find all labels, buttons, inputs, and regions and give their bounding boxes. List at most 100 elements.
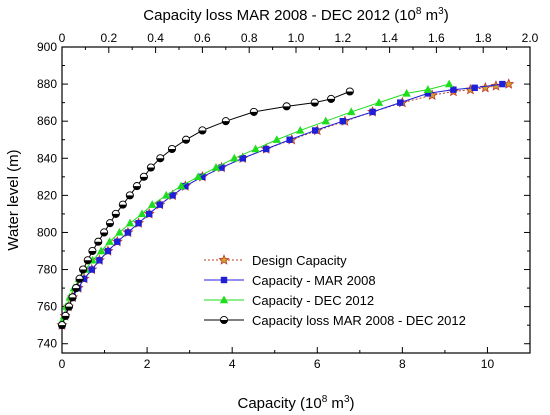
top-tick-label: 0.8	[241, 31, 258, 45]
legend-item: Capacity - MAR 2008	[204, 273, 376, 288]
data-point	[397, 99, 404, 106]
data-point	[282, 102, 291, 111]
marker-fill	[220, 320, 228, 324]
marker-fill	[112, 213, 120, 218]
data-point	[167, 144, 177, 154]
marker-fill	[68, 297, 77, 301]
marker-fill	[346, 91, 354, 96]
data-point	[499, 80, 506, 88]
data-point	[162, 190, 171, 199]
y-tick-label: 760	[37, 300, 57, 314]
marker-fill	[311, 102, 319, 107]
data-point	[156, 201, 164, 208]
legend-label: Capacity - MAR 2008	[252, 273, 376, 288]
data-point	[105, 237, 114, 245]
data-point	[176, 181, 186, 190]
data-point	[450, 86, 457, 93]
data-point	[199, 173, 206, 181]
data-point	[147, 200, 157, 208]
data-point	[105, 219, 115, 228]
legend-marker	[219, 315, 229, 325]
series-line	[61, 83, 450, 322]
data-point	[444, 79, 454, 88]
marker-fill	[100, 232, 108, 237]
marker-fill	[88, 251, 97, 255]
marker-fill	[58, 325, 66, 329]
data-point	[369, 108, 376, 116]
data-point	[479, 81, 491, 93]
bottom-axis-title: Capacity (108 m3)	[237, 394, 354, 412]
data-point	[79, 265, 88, 274]
data-point	[249, 107, 258, 116]
legend-item: Capacity - DEC 2012	[204, 293, 374, 308]
legend-item: Design Capacity	[204, 253, 347, 268]
y-tick-label: 740	[37, 337, 57, 351]
legend: Design Capacity Capacity - MAR 2008 Capaci…	[204, 253, 466, 328]
data-point	[115, 227, 124, 236]
y-tick-label: 820	[37, 188, 57, 202]
data-point	[339, 117, 346, 125]
data-point	[71, 284, 81, 293]
data-point	[139, 172, 148, 181]
data-point	[146, 163, 155, 172]
marker-fill	[133, 186, 141, 190]
top-tick-label: 1.2	[334, 31, 351, 45]
marker-fill	[84, 260, 92, 264]
y-tick-label: 900	[37, 40, 57, 54]
y-tick-label: 880	[37, 77, 57, 91]
bottom-tick-label: 2	[144, 357, 151, 371]
marker-fill	[61, 315, 70, 320]
data-point	[230, 153, 239, 162]
marker-fill	[222, 121, 230, 125]
data-point	[124, 229, 132, 236]
data-point	[296, 125, 305, 134]
legend-label: Design Capacity	[252, 253, 347, 268]
marker-fill	[198, 130, 206, 135]
data-point	[272, 135, 282, 143]
bottom-tick-label: 8	[399, 357, 406, 371]
legend-label: Capacity - DEC 2012	[252, 293, 374, 308]
data-point	[321, 116, 330, 125]
data-point	[64, 302, 74, 311]
data-point	[94, 237, 103, 246]
data-point	[311, 127, 319, 134]
y-tick-label: 800	[37, 225, 57, 239]
top-tick-label: 1.4	[381, 31, 398, 45]
legend-marker	[220, 276, 228, 284]
data-point	[181, 135, 191, 144]
top-tick-label: 0.2	[100, 31, 117, 45]
marker-fill	[126, 195, 134, 199]
data-point	[125, 218, 135, 227]
data-point	[100, 228, 109, 237]
data-point	[80, 275, 88, 283]
data-point	[68, 293, 77, 302]
marker-fill	[65, 306, 73, 311]
data-point	[118, 200, 127, 209]
top-tick-label: 0	[59, 31, 66, 45]
data-point	[96, 257, 103, 264]
top-tick-label: 0.6	[194, 31, 211, 45]
data-point	[327, 94, 336, 103]
data-point	[198, 126, 207, 135]
marker-fill	[327, 98, 335, 103]
marker-fill	[147, 167, 155, 172]
data-point	[402, 88, 411, 97]
data-point	[135, 219, 142, 227]
marker-fill	[106, 223, 114, 227]
marker-fill	[182, 139, 190, 144]
data-point	[137, 209, 147, 218]
data-point	[83, 256, 92, 265]
y-axis-title: Water level (m)	[5, 149, 22, 250]
legend-label: Capacity loss MAR 2008 - DEC 2012	[252, 313, 466, 328]
data-point	[146, 210, 153, 218]
data-point	[75, 274, 84, 283]
data-point	[57, 321, 67, 330]
series-layer	[56, 78, 515, 330]
data-point	[345, 87, 354, 96]
top-tick-label: 1.0	[288, 31, 305, 45]
data-point	[263, 145, 270, 153]
top-tick-label: 0.4	[147, 31, 164, 45]
marker-fill	[79, 269, 87, 274]
bottom-tick-label: 10	[481, 357, 495, 371]
